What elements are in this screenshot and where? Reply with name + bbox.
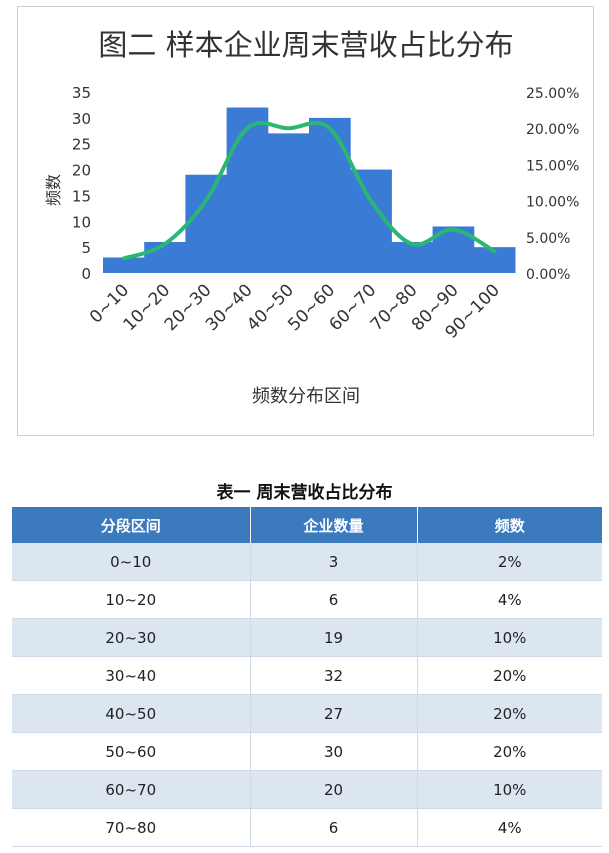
- range-cell: 50~60: [12, 732, 251, 771]
- frequency-cell: 20%: [417, 732, 602, 771]
- table-row: 40~50 27 20%: [12, 694, 602, 733]
- y-axis-ticks: 0 5 10 15 20 25 30 35: [72, 84, 91, 283]
- chart-title: 图二 样本企业周末营收占比分布: [98, 28, 513, 62]
- range-cell: 10~20: [12, 580, 251, 619]
- count-cell: 19: [250, 618, 418, 657]
- bar: [226, 107, 269, 273]
- table-title: 表一 周末营收占比分布: [216, 483, 393, 503]
- bar: [267, 133, 310, 273]
- range-cell: 40~50: [12, 694, 251, 733]
- table-row: 50~60 30 20%: [12, 732, 602, 771]
- count-cell: 30: [250, 732, 418, 771]
- y-tick-label: 35: [72, 84, 91, 102]
- frequency-cell: 20%: [417, 694, 602, 733]
- count-cell: 20: [250, 770, 418, 809]
- frequency-cell: 4%: [417, 808, 602, 847]
- y2-tick-label: 0.00%: [526, 267, 570, 283]
- y2-tick-label: 25.00%: [526, 86, 579, 102]
- count-cell: 3: [250, 543, 418, 581]
- range-cell: 60~70: [12, 770, 251, 809]
- count-cell: 27: [250, 694, 418, 733]
- y2-axis-ticks: 0.00% 5.00% 10.00% 15.00% 20.00% 25.00%: [526, 86, 579, 283]
- table-row: 0~10 3 2%: [12, 543, 602, 581]
- range-cell: 20~30: [12, 618, 251, 657]
- y-axis-label: 频数: [44, 174, 63, 206]
- frequency-cell: 4%: [417, 580, 602, 619]
- bar: [309, 117, 351, 273]
- range-cell: 70~80: [12, 808, 251, 847]
- chart-panel: 图二 样本企业周末营收占比分布 频数 频数分布区间 0 5 10 15 20 25 30 35…: [17, 6, 594, 436]
- table-row: 70~80 6 4%: [12, 808, 602, 847]
- y2-tick-label: 20.00%: [526, 122, 579, 138]
- table-row: 60~70 20 10%: [12, 770, 602, 809]
- table-header-row: 分段区间 企业数量 频数: [12, 507, 602, 543]
- count-cell: 6: [250, 580, 418, 619]
- frequency-cell: 20%: [417, 656, 602, 695]
- x-axis-label: 频数分布区间: [252, 386, 360, 407]
- bar: [144, 241, 186, 273]
- bar: [391, 241, 434, 273]
- table-row: 10~20 6 4%: [12, 580, 602, 619]
- frequency-table: 分段区间 企业数量 频数 0~10 3 2% 10~20 6 4% 20~30 19 10% 30…: [12, 507, 602, 847]
- frequency-line: [121, 120, 497, 261]
- y-tick-label: 15: [72, 187, 91, 205]
- bar-series: [103, 107, 516, 273]
- y-tick-label: 10: [72, 213, 91, 231]
- table-row: 20~30 19 10%: [12, 618, 602, 657]
- table-row: 30~40 32 20%: [12, 656, 602, 695]
- line-series: [121, 120, 497, 261]
- frequency-cell: 10%: [417, 618, 602, 657]
- y-tick-label: 0: [81, 265, 91, 283]
- bar: [185, 174, 228, 273]
- y2-tick-label: 10.00%: [526, 195, 579, 211]
- y-tick-label: 25: [72, 136, 91, 154]
- y2-tick-label: 5.00%: [526, 231, 570, 247]
- header-frequency: 频数: [417, 507, 602, 543]
- count-cell: 32: [250, 656, 418, 695]
- count-cell: 6: [250, 808, 418, 847]
- y-tick-label: 30: [72, 110, 91, 128]
- histogram-chart: 图二 样本企业周末营收占比分布 频数 频数分布区间 0 5 10 15 20 25 30 35…: [44, 28, 579, 407]
- y-tick-label: 20: [72, 162, 91, 180]
- frequency-cell: 10%: [417, 770, 602, 809]
- x-axis-ticks: 0~1010~2020~3030~4040~5050~6060~7070~808…: [86, 280, 504, 342]
- header-count: 企业数量: [250, 507, 418, 543]
- y-tick-label: 5: [81, 239, 91, 257]
- header-range: 分段区间: [12, 507, 251, 543]
- range-cell: 0~10: [12, 543, 251, 581]
- range-cell: 30~40: [12, 656, 251, 695]
- bar: [103, 257, 145, 273]
- frequency-cell: 2%: [417, 543, 602, 581]
- y2-tick-label: 15.00%: [526, 158, 579, 174]
